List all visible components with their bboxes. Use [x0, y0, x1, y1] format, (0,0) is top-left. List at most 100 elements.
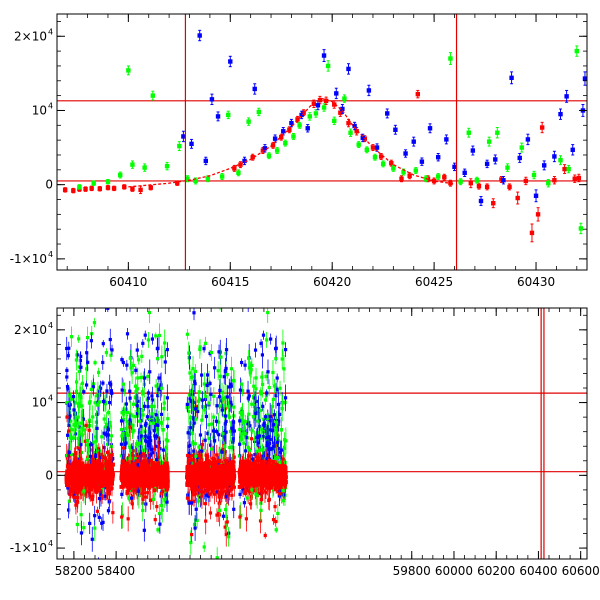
data-point	[156, 476, 161, 481]
data-point	[283, 480, 288, 485]
data-point	[231, 464, 236, 469]
data-point	[111, 185, 117, 192]
data-point	[204, 392, 208, 401]
data-point	[98, 464, 103, 469]
data-point	[147, 471, 152, 476]
data-point	[152, 470, 157, 475]
data-point	[148, 184, 153, 191]
data-point	[191, 439, 195, 446]
data-point	[255, 469, 260, 474]
data-point	[79, 386, 83, 409]
data-point	[104, 348, 109, 357]
data-point	[94, 470, 99, 475]
data-point	[258, 478, 263, 483]
data-point	[198, 340, 202, 359]
data-point	[136, 485, 140, 497]
data-point	[251, 410, 256, 424]
data-point	[101, 513, 105, 531]
data-point	[152, 398, 156, 415]
data-point	[217, 504, 221, 523]
data-point	[95, 488, 100, 493]
x-tick-label: 58200	[55, 564, 93, 578]
x-tick-label: 60420	[313, 275, 351, 289]
data-point	[150, 90, 156, 101]
data-point	[275, 437, 280, 447]
data-point	[275, 470, 280, 475]
data-point	[272, 379, 277, 393]
data-point	[146, 463, 151, 468]
data-point	[268, 466, 273, 471]
data-point	[187, 471, 192, 476]
data-point	[238, 416, 242, 426]
data-point	[334, 87, 339, 100]
data-point	[185, 329, 189, 340]
data-point	[216, 361, 220, 381]
data-point	[278, 464, 283, 469]
data-point	[198, 424, 203, 446]
data-point	[476, 182, 482, 190]
data-point	[75, 470, 80, 475]
data-point	[356, 141, 361, 149]
data-point	[199, 481, 204, 486]
data-point	[570, 144, 575, 156]
data-point	[227, 477, 232, 482]
data-point	[152, 417, 156, 429]
data-point	[194, 449, 198, 463]
data-point	[204, 507, 208, 535]
data-point	[95, 411, 99, 418]
data-point	[255, 472, 260, 477]
data-point	[283, 432, 287, 448]
data-point	[199, 485, 204, 490]
data-point	[74, 378, 79, 405]
data-point	[64, 477, 69, 482]
data-point	[102, 414, 106, 424]
data-point	[289, 118, 294, 128]
data-point	[111, 501, 115, 524]
data-point	[149, 466, 154, 471]
data-point	[146, 475, 151, 480]
data-point	[133, 410, 137, 424]
data-point	[240, 358, 244, 367]
data-point	[81, 471, 86, 476]
data-point	[282, 473, 287, 478]
data-point	[576, 173, 582, 183]
data-point	[88, 448, 92, 465]
data-point	[399, 175, 404, 183]
data-point	[242, 483, 247, 488]
y-tick-label: 0	[45, 468, 53, 482]
data-point	[259, 494, 263, 505]
data-point	[130, 361, 134, 385]
data-point	[65, 391, 69, 414]
data-point	[507, 183, 512, 191]
data-point	[221, 479, 226, 484]
data-point	[253, 430, 257, 449]
data-point	[164, 482, 169, 487]
data-point	[150, 461, 155, 466]
data-point	[97, 512, 101, 522]
data-point	[229, 486, 234, 491]
data-point	[193, 515, 197, 541]
data-point	[261, 466, 266, 471]
data-point	[86, 440, 91, 460]
data-point	[278, 481, 283, 486]
data-point	[120, 356, 124, 363]
data-point	[97, 186, 103, 192]
data-point	[224, 364, 228, 373]
data-point	[154, 474, 159, 479]
data-point	[252, 467, 257, 472]
data-point	[120, 377, 124, 403]
data-point	[89, 380, 93, 399]
data-point	[275, 386, 279, 393]
axes-frame	[56, 13, 588, 271]
data-point	[154, 332, 158, 340]
data-point	[250, 357, 254, 374]
data-point	[247, 359, 251, 377]
data-point	[478, 196, 484, 206]
data-point	[105, 178, 111, 185]
data-point	[96, 458, 101, 463]
data-point	[262, 144, 268, 153]
data-point	[212, 413, 216, 421]
data-point	[187, 385, 192, 405]
data-point	[197, 478, 202, 483]
